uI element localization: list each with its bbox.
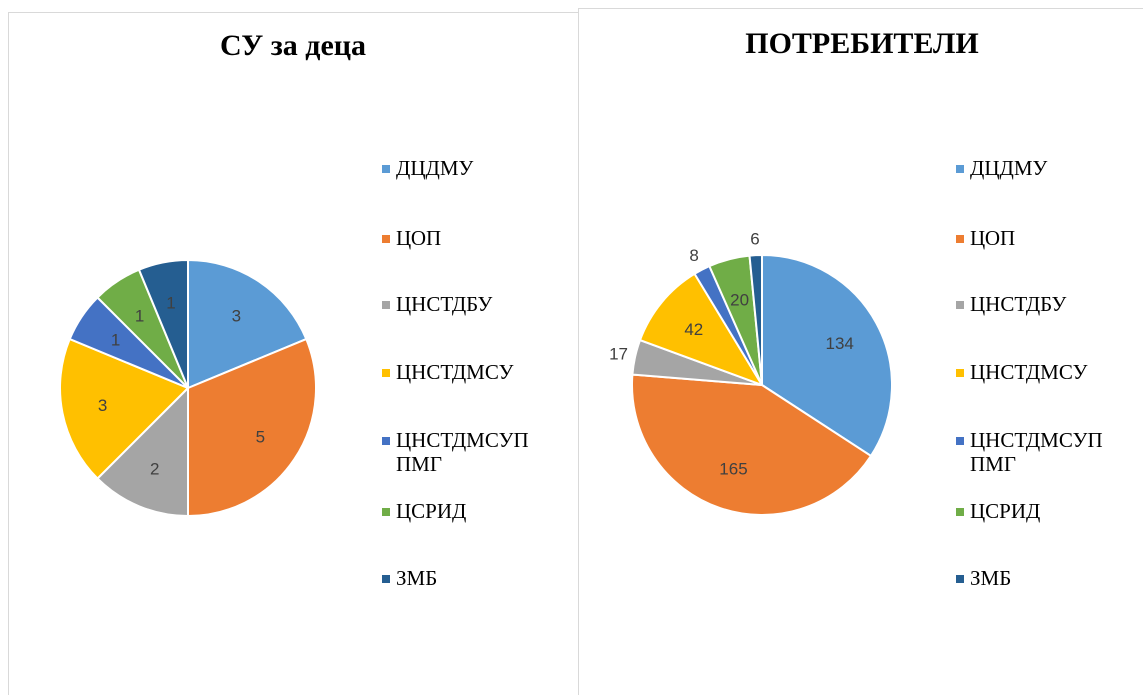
- legend-label: ДЦДМУ: [396, 156, 473, 180]
- chart-title: ПОТРЕБИТЕЛИ: [745, 27, 979, 60]
- legend-label: ЦНСТДБУ: [970, 292, 1066, 316]
- legend-swatch: [956, 301, 964, 309]
- legend-label: ЦНСТДБУ: [396, 292, 492, 316]
- legend-swatch: [382, 437, 390, 445]
- data-label: 42: [684, 320, 703, 339]
- data-label: 1: [111, 331, 120, 350]
- pie-slice: [187, 337, 317, 518]
- chart-title: СУ за деца: [220, 29, 366, 62]
- data-label: 2: [150, 459, 159, 478]
- legend-label: ЦНСТДМСУП ПМГ: [396, 428, 529, 476]
- legend-swatch: [956, 235, 964, 243]
- legend-label: ЦОП: [396, 226, 441, 250]
- pie-slice: [96, 385, 189, 518]
- legend-swatch: [382, 235, 390, 243]
- legend-swatch: [382, 508, 390, 516]
- data-label: 6: [750, 229, 759, 248]
- pie-slice: [187, 258, 308, 390]
- data-label: 134: [826, 334, 854, 353]
- legend-label: ЗМБ: [396, 566, 437, 590]
- legend-label: ЦНСТДМСУ: [970, 360, 1088, 384]
- pie-slice: [638, 272, 765, 387]
- pie-slice: [59, 337, 190, 480]
- legend-label: ЦОП: [970, 226, 1015, 250]
- pie-slice: [137, 258, 189, 389]
- legend-swatch: [956, 165, 964, 173]
- data-label: 1: [166, 294, 175, 313]
- legend-label: ЗМБ: [970, 566, 1011, 590]
- legend-swatch: [956, 575, 964, 583]
- legend-label: ЦНСТДМСУП ПМГ: [970, 428, 1103, 476]
- legend-label: ЦСРИД: [396, 499, 466, 523]
- pie-slice: [631, 373, 873, 516]
- legend-swatch: [956, 437, 964, 445]
- legend-label: ЦНСТДМСУ: [396, 360, 514, 384]
- legend-swatch: [956, 369, 964, 377]
- legend-swatch: [382, 369, 390, 377]
- legend-label: ДЦДМУ: [970, 156, 1047, 180]
- data-label: 3: [232, 307, 241, 326]
- data-label: 165: [719, 460, 747, 479]
- data-label: 20: [730, 290, 749, 309]
- legend-swatch: [956, 508, 964, 516]
- data-label: 8: [689, 246, 698, 265]
- data-label: 3: [98, 396, 107, 415]
- legend-label: ЦСРИД: [970, 499, 1040, 523]
- pie-slice: [748, 253, 763, 386]
- legend-swatch: [382, 301, 390, 309]
- data-label: 1: [135, 307, 144, 326]
- data-label: 5: [256, 427, 265, 446]
- legend-swatch: [382, 575, 390, 583]
- data-label: 17: [609, 344, 628, 363]
- legend-swatch: [382, 165, 390, 173]
